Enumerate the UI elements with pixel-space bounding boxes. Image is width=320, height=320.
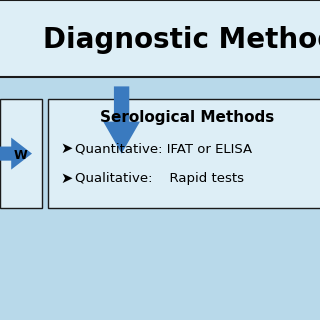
Polygon shape	[103, 86, 140, 154]
Text: W: W	[14, 149, 28, 162]
Text: ➤: ➤	[61, 141, 73, 156]
Bar	[48, 99, 320, 208]
Bar	[0, 0, 320, 77]
Text: ➤: ➤	[61, 171, 73, 186]
Text: Qualitative:    Rapid tests: Qualitative: Rapid tests	[75, 172, 244, 185]
Bar	[0, 99, 42, 208]
Text: Quantitative: IFAT or ELISA: Quantitative: IFAT or ELISA	[75, 142, 252, 155]
Text: Diagnostic Methods: Diagnostic Methods	[43, 26, 320, 54]
Text: Serological Methods: Serological Methods	[100, 110, 274, 125]
Polygon shape	[0, 138, 32, 170]
